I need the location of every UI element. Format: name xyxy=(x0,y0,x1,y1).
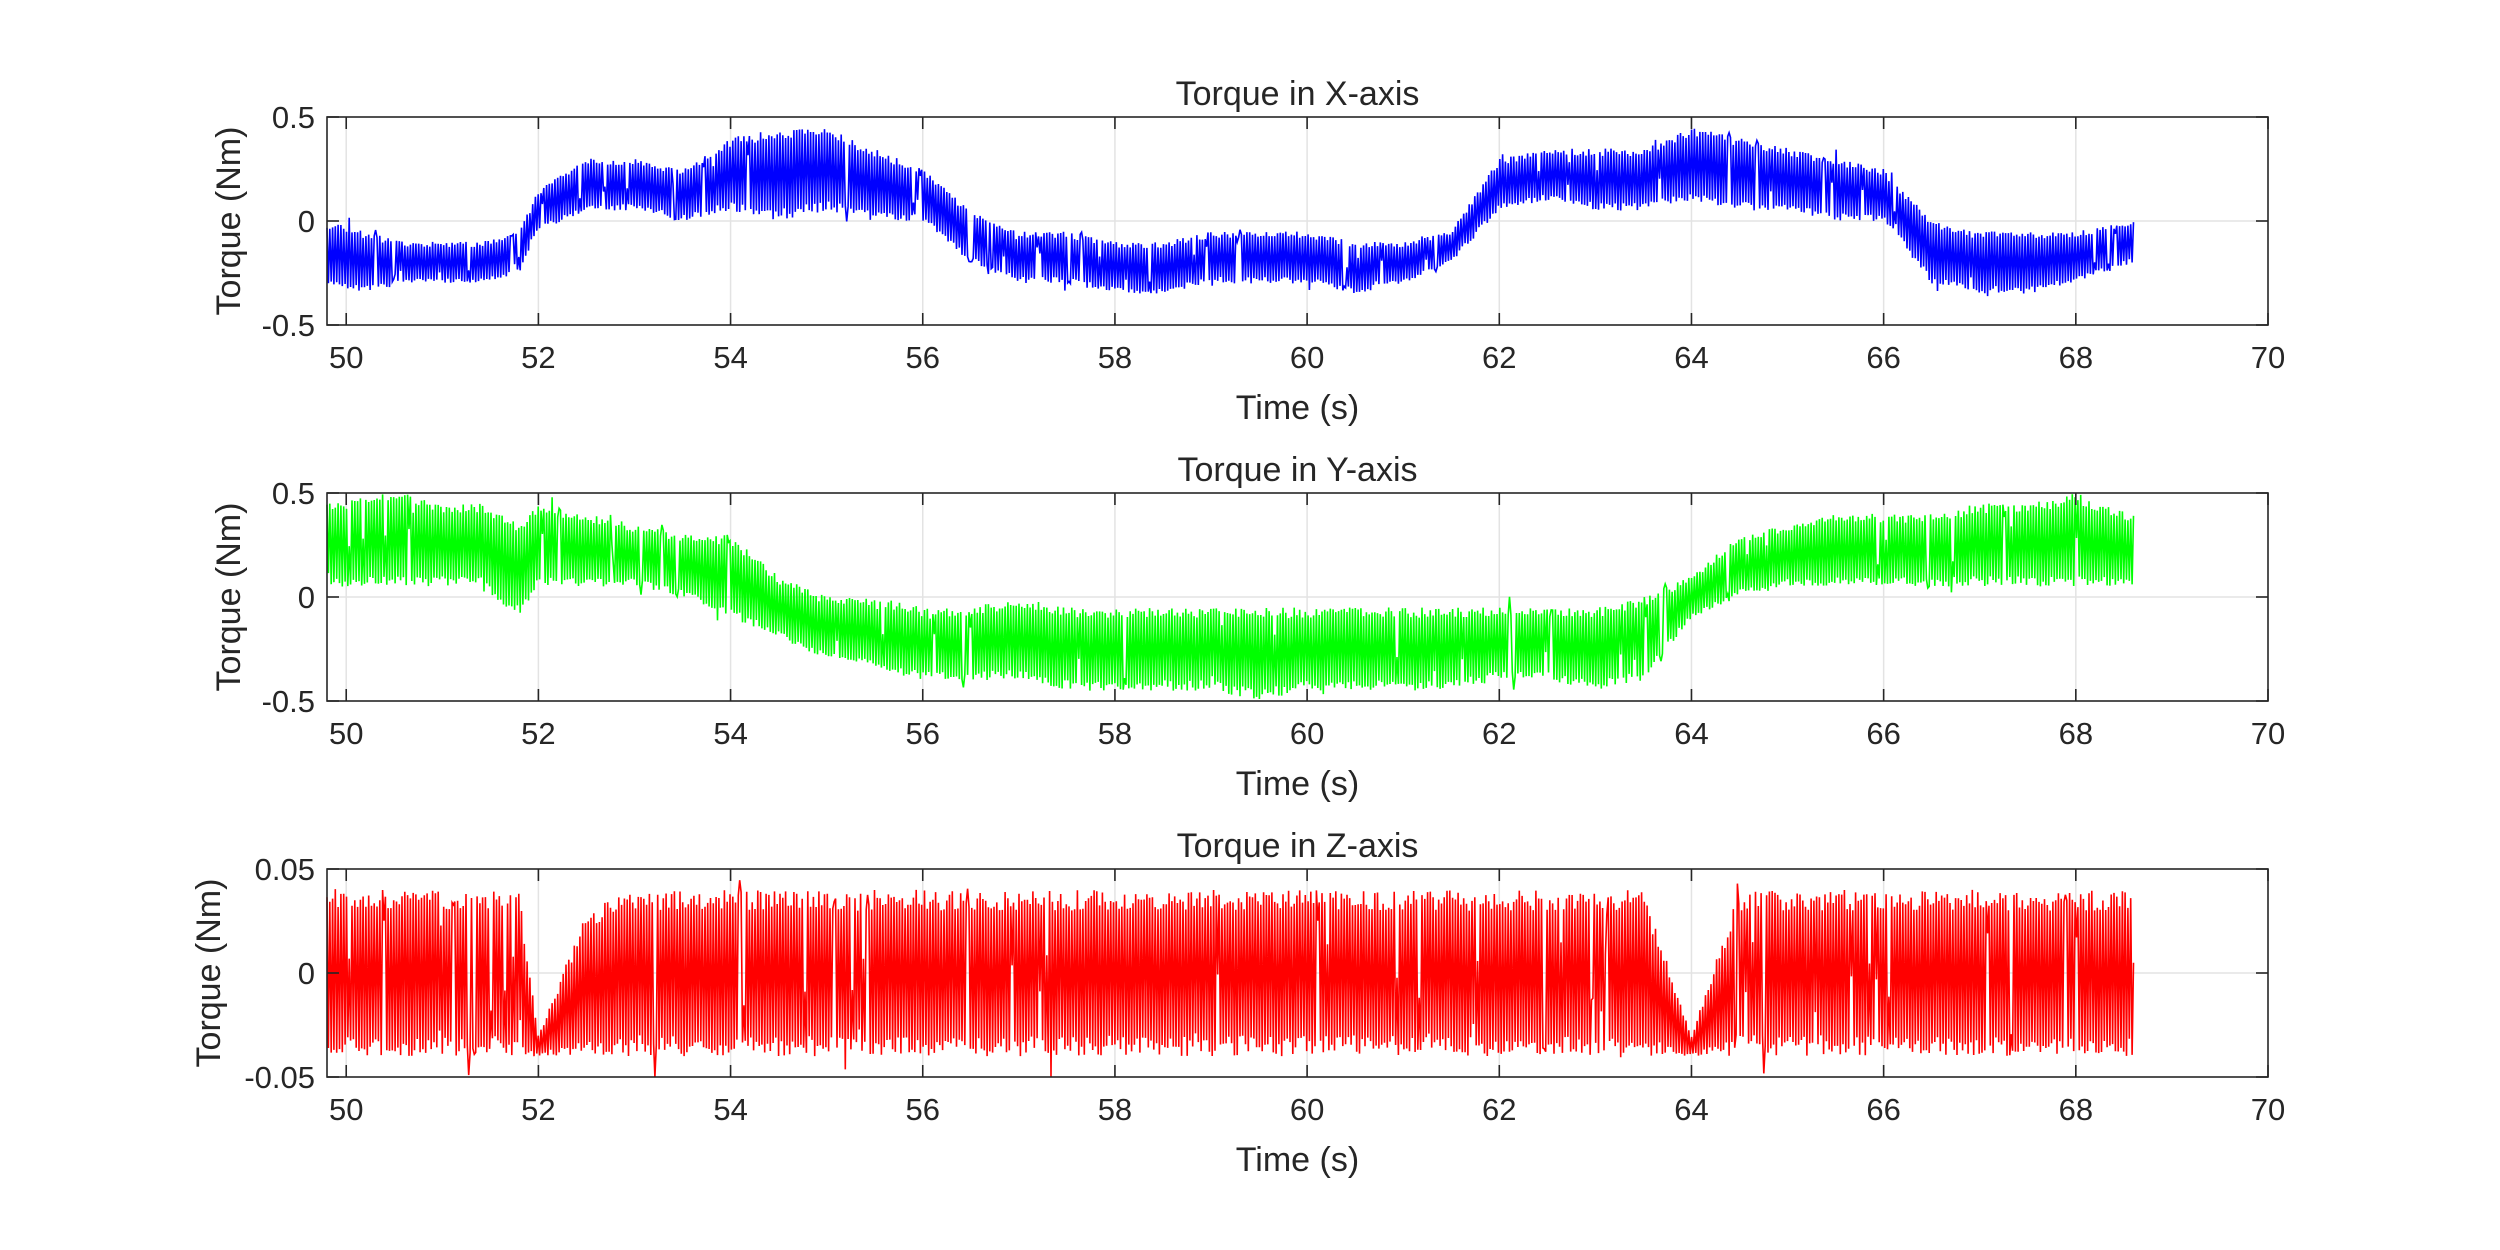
x-tick-label-y: 54 xyxy=(713,716,747,751)
torque-series-line-x xyxy=(326,128,2135,297)
panel-z: 50 52 54 56 58 60 62 64 66 68 70 -0.05 0 0.05 Torque i… xyxy=(190,827,2285,1179)
x-axis-label-x: Time (s) xyxy=(1236,389,1359,427)
x-tick-label-x: 50 xyxy=(329,340,363,375)
x-tick-label-z: 60 xyxy=(1290,1092,1324,1127)
chart-title-x: Torque in X-axis xyxy=(1176,75,1420,113)
x-tick-label-x: 52 xyxy=(521,340,555,375)
chart-title-z: Torque in Z-axis xyxy=(1177,827,1419,865)
x-tick-label-x: 70 xyxy=(2251,340,2285,375)
x-tick-label-y: 62 xyxy=(1482,716,1516,751)
x-tick-label-x: 68 xyxy=(2059,340,2093,375)
y-tick-label-y: 0.5 xyxy=(272,476,315,511)
x-tick-label-z: 68 xyxy=(2059,1092,2093,1127)
x-tick-label-x: 54 xyxy=(713,340,747,375)
x-tick-label-y: 66 xyxy=(1866,716,1900,751)
y-tick-label-z: -0.05 xyxy=(244,1060,315,1095)
y-tick-label-x: 0.5 xyxy=(272,100,315,135)
y-axis-label-x: Torque (Nm) xyxy=(210,127,248,316)
x-tick-label-z: 66 xyxy=(1866,1092,1900,1127)
x-tick-label-x: 62 xyxy=(1482,340,1516,375)
y-tick-label-x: 0 xyxy=(298,204,315,239)
torque-series-line-z xyxy=(326,880,2135,1078)
x-tick-label-z: 70 xyxy=(2251,1092,2285,1127)
torque-series-line-y xyxy=(326,494,2135,700)
x-tick-label-y: 58 xyxy=(1098,716,1132,751)
y-tick-label-x: -0.5 xyxy=(262,308,315,343)
x-tick-label-z: 52 xyxy=(521,1092,555,1127)
y-tick-label-y: 0 xyxy=(298,580,315,615)
x-tick-label-z: 54 xyxy=(713,1092,747,1127)
x-tick-label-y: 68 xyxy=(2059,716,2093,751)
x-tick-label-y: 64 xyxy=(1674,716,1708,751)
x-tick-label-y: 70 xyxy=(2251,716,2285,751)
x-tick-label-z: 62 xyxy=(1482,1092,1516,1127)
x-tick-label-z: 64 xyxy=(1674,1092,1708,1127)
x-axis-label-z: Time (s) xyxy=(1236,1141,1359,1179)
x-tick-label-y: 60 xyxy=(1290,716,1324,751)
y-tick-label-y: -0.5 xyxy=(262,684,315,719)
x-axis-label-y: Time (s) xyxy=(1236,765,1359,803)
x-tick-label-x: 58 xyxy=(1098,340,1132,375)
y-axis-label-z: Torque (Nm) xyxy=(190,879,228,1068)
x-tick-label-y: 50 xyxy=(329,716,363,751)
y-tick-label-z: 0.05 xyxy=(255,852,315,887)
x-tick-label-y: 56 xyxy=(906,716,940,751)
x-tick-label-x: 60 xyxy=(1290,340,1324,375)
panel-x: 50 52 54 56 58 60 62 64 66 68 70 -0.5 0 0.5 Torque in … xyxy=(210,75,2285,427)
chart-title-y: Torque in Y-axis xyxy=(1177,451,1417,489)
x-tick-label-x: 56 xyxy=(906,340,940,375)
x-tick-label-y: 52 xyxy=(521,716,555,751)
y-tick-label-z: 0 xyxy=(298,956,315,991)
x-tick-label-x: 64 xyxy=(1674,340,1708,375)
x-tick-label-z: 50 xyxy=(329,1092,363,1127)
panel-y: 50 52 54 56 58 60 62 64 66 68 70 -0.5 0 0.5 Torque in … xyxy=(210,451,2285,803)
x-tick-label-z: 58 xyxy=(1098,1092,1132,1127)
x-tick-label-x: 66 xyxy=(1866,340,1900,375)
y-axis-label-y: Torque (Nm) xyxy=(210,503,248,692)
x-tick-label-z: 56 xyxy=(906,1092,940,1127)
